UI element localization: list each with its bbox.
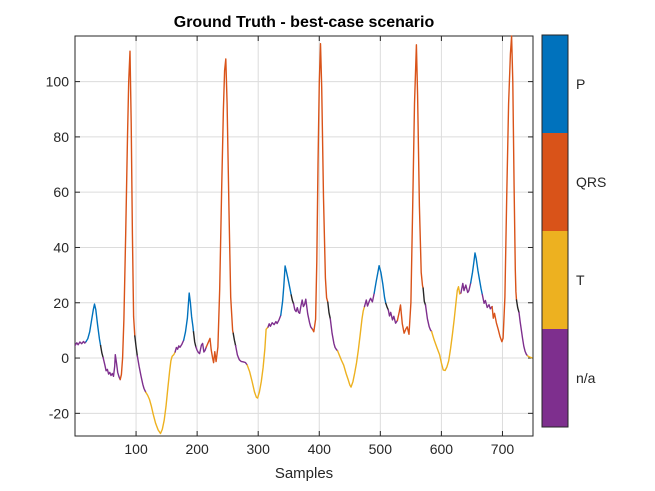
- ecg-segment-QRS: [396, 44, 424, 335]
- ecg-segment-na: [234, 344, 248, 366]
- ecg-segment-P: [182, 292, 195, 341]
- ecg-segment-na: [292, 298, 314, 330]
- ecg-segment-trans: [327, 301, 331, 320]
- x-tick-label: 100: [124, 441, 148, 457]
- ecg-segment-trans: [385, 302, 389, 311]
- colorbar-label-QRS: QRS: [576, 174, 606, 190]
- x-tick-label: 300: [247, 441, 271, 457]
- ecg-segment-trans: [515, 299, 520, 314]
- x-tick-label: 700: [491, 441, 515, 457]
- colorbar-border: [541, 34, 569, 428]
- x-tick-label: 500: [369, 441, 393, 457]
- ecg-segment-P: [85, 303, 102, 347]
- colorbar-segment-QRS: [542, 133, 568, 231]
- axes-box: [74, 35, 534, 437]
- ecg-segment-P: [280, 265, 292, 316]
- y-tick-label: 0: [61, 350, 69, 366]
- ecg-segment-na: [460, 282, 472, 294]
- chart-title: Ground Truth - best-case scenario: [174, 14, 435, 31]
- ecg-segment-na: [195, 342, 208, 355]
- x-tick-label: 600: [430, 441, 454, 457]
- ecg-segment-na: [136, 355, 147, 393]
- ecg-segment-na: [481, 293, 493, 310]
- ecg-segment-trans: [134, 335, 139, 357]
- colorbar-segment-P: [542, 35, 568, 133]
- grid-lines: [75, 36, 533, 436]
- ecg-segment-na: [424, 304, 433, 333]
- y-tick-labels: -20 0 20 40 60 80 100: [46, 74, 70, 422]
- ecg-signal-line: [75, 35, 533, 435]
- ecg-segment-trans: [422, 287, 427, 306]
- ecg-segment-P: [373, 265, 387, 304]
- x-axis-label: Samples: [275, 465, 333, 482]
- ecg-segment-T: [526, 355, 533, 359]
- ecg-segment-na: [267, 314, 282, 328]
- colorbar-segment-T: [542, 231, 568, 329]
- ecg-segment-na: [174, 339, 185, 353]
- ecg-segment-P: [470, 252, 483, 296]
- colorbar-segment-n/a: [542, 329, 568, 427]
- ecg-segment-trans: [232, 332, 237, 347]
- ecg-segment-T: [145, 351, 176, 435]
- x-tick-labels: 100 200 300 400 500 600 700: [124, 441, 514, 457]
- ecg-segment-T: [430, 286, 462, 372]
- colorbar-label-T: T: [576, 272, 585, 288]
- y-tick-label: 80: [53, 129, 69, 145]
- y-tick-label: 40: [53, 239, 69, 255]
- ecg-segment-QRS: [119, 50, 136, 381]
- ecg-segment-na: [75, 340, 87, 347]
- colorbar-label-n/a: n/a: [576, 370, 596, 386]
- x-tick-label: 200: [185, 441, 209, 457]
- colorbar-legend: P QRS Tn/a: [541, 34, 606, 428]
- ecg-segment-na: [329, 318, 339, 352]
- ecg-segment-na: [387, 309, 399, 324]
- ecg-segment-T: [336, 305, 366, 388]
- ecg-segment-trans: [290, 294, 295, 305]
- colorbar-label-P: P: [576, 76, 585, 92]
- y-tick-label: 60: [53, 184, 69, 200]
- ecg-segment-trans: [99, 344, 104, 359]
- x-tick-label: 400: [308, 441, 332, 457]
- ecg-segment-na: [363, 292, 375, 308]
- ecg-segment-QRS: [311, 43, 329, 333]
- ecg-segment-trans: [192, 331, 197, 348]
- y-tick-label: 100: [46, 74, 70, 90]
- ecg-segment-QRS: [491, 35, 518, 343]
- ecg-segment-T: [246, 326, 269, 399]
- ecg-segment-na: [102, 354, 121, 381]
- axis-tick-marks: [75, 36, 533, 436]
- ecg-segment-QRS: [205, 58, 234, 364]
- ecg-segment-na: [518, 311, 529, 357]
- y-tick-label: -20: [49, 405, 69, 421]
- y-tick-label: 20: [53, 295, 69, 311]
